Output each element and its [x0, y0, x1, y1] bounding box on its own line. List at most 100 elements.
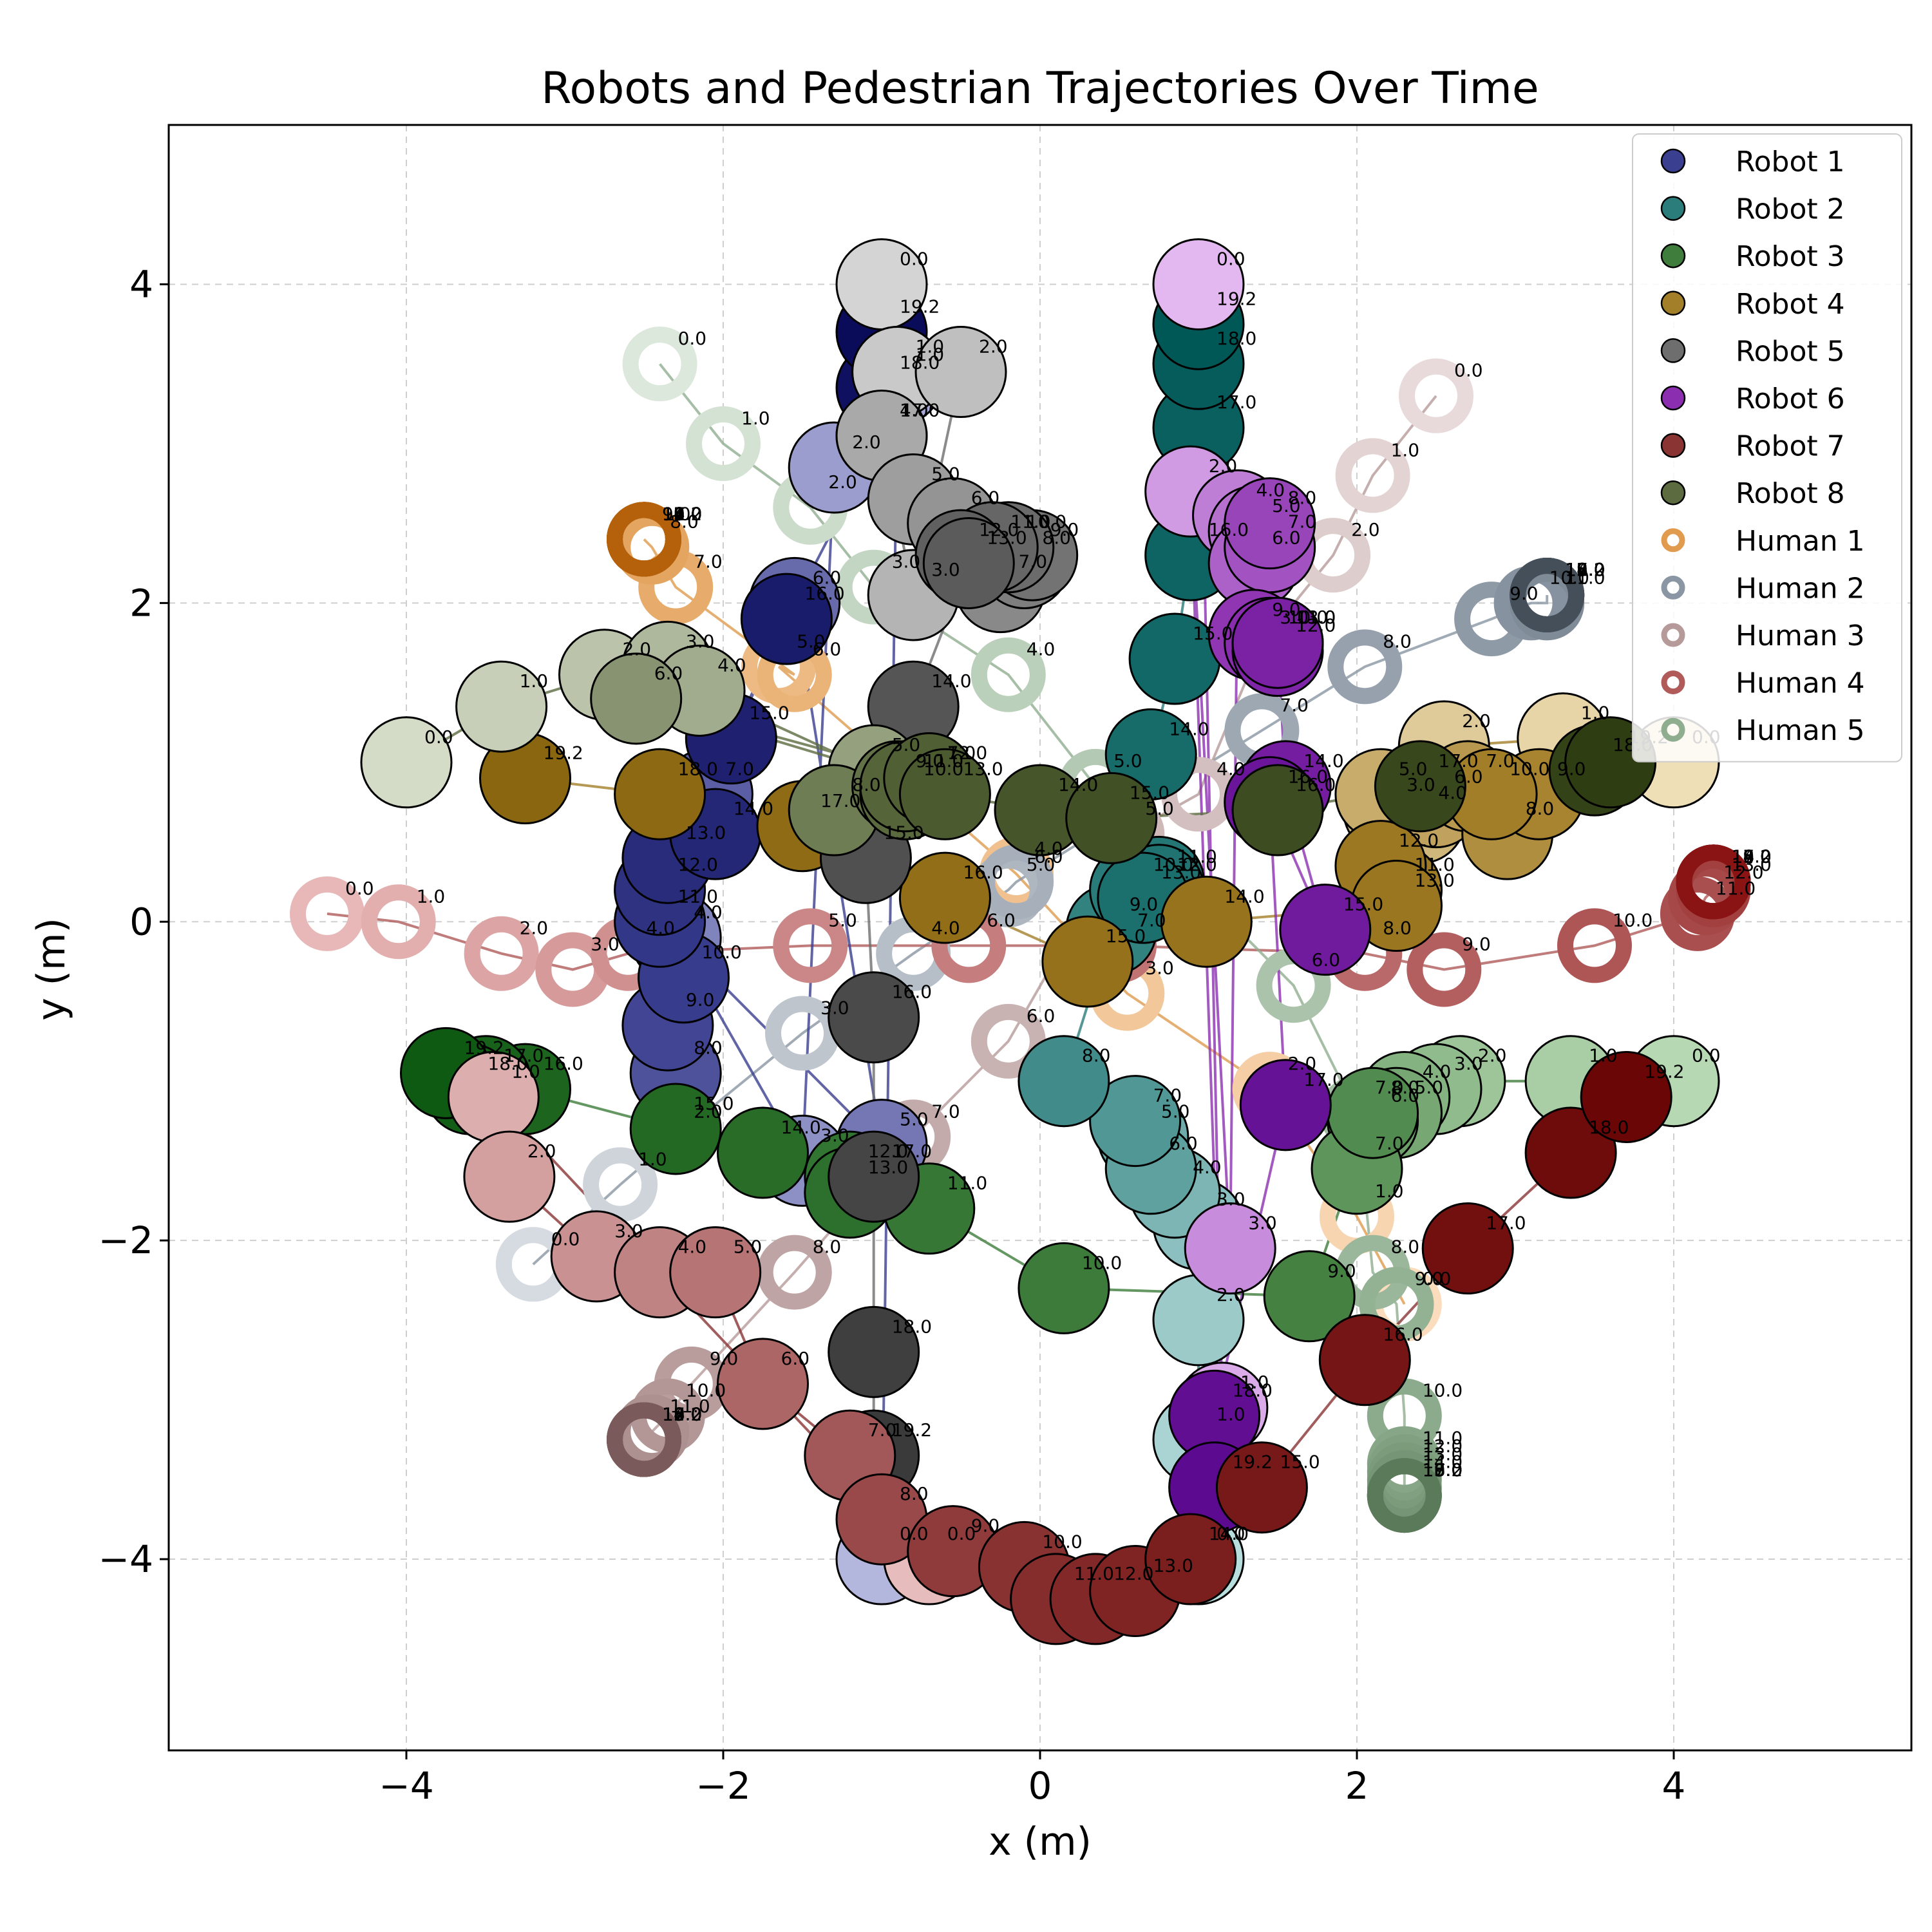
human-5-time-label: 1.0 — [741, 408, 770, 429]
y-tick-label: 4 — [129, 262, 153, 306]
human-3-marker — [1335, 438, 1410, 513]
robot-2-time-label: 18.0 — [1217, 328, 1256, 349]
human-2-time-label: 5.0 — [1027, 854, 1056, 875]
robot-6-time-label: 1.0 — [1240, 1372, 1269, 1393]
y-tick-label: −4 — [99, 1537, 154, 1581]
robot-5-time-label: 1.0 — [916, 336, 945, 357]
robot-8-time-label: 3.0 — [686, 630, 715, 652]
robot-8-time-label: 17.0 — [1438, 750, 1478, 772]
human-4-time-label: 10.0 — [1613, 909, 1653, 931]
human-2-marker — [1510, 557, 1585, 632]
robot-5-marker — [828, 1305, 920, 1398]
human-1-time-label: 4.0 — [1034, 838, 1063, 859]
human-3-time-label: 19.2 — [662, 1403, 702, 1425]
robot-1-legend-label: Robot 1 — [1736, 146, 1845, 178]
robot-7-marker — [1318, 1314, 1411, 1406]
robot-7-time-label: 14.0 — [1209, 1523, 1249, 1544]
robot-5-time-label: 4.0 — [900, 400, 929, 421]
robot-6-legend-swatch — [1660, 385, 1686, 411]
human-5-marker — [686, 406, 761, 481]
robot-3-time-label: 10.0 — [1082, 1252, 1122, 1273]
robot-2-time-label: 1.0 — [1217, 1403, 1245, 1425]
robot-3-time-label: 9.0 — [1327, 1260, 1356, 1282]
robot-2-time-label: 2.0 — [1217, 1284, 1245, 1305]
robot-5-legend-swatch — [1660, 338, 1686, 363]
human-1-time-label: 17.0 — [662, 503, 702, 524]
human-5-time-label: 16.0 — [1423, 1459, 1463, 1481]
human-2-time-label: 10.0 — [1549, 567, 1589, 588]
human-3-time-label: 9.0 — [710, 1348, 739, 1369]
human-4-marker — [1557, 908, 1632, 983]
robot-7-marker — [717, 1338, 809, 1430]
robot-2-time-label: 19.2 — [1217, 288, 1256, 309]
robot-6-time-label: 4.0 — [1256, 479, 1285, 500]
human-1-time-label: 19.2 — [662, 503, 702, 524]
robot-5-marker — [828, 1130, 920, 1223]
y-tick-label: 2 — [129, 581, 153, 625]
human-5-legend-swatch — [1661, 717, 1685, 742]
robot-1-time-label: 8.0 — [694, 1037, 723, 1058]
human-5-time-label: 5.0 — [1113, 750, 1142, 772]
human-2-time-label: 0.0 — [551, 1228, 580, 1249]
human-4-time-label: 0.0 — [345, 878, 374, 899]
human-4-time-label: 2.0 — [520, 918, 549, 939]
x-tick-label: 4 — [1662, 1764, 1686, 1808]
robot-8-time-label: 9.0 — [916, 750, 945, 772]
robot-8-time-label: 0.0 — [424, 726, 453, 748]
robot-4-marker — [898, 851, 991, 944]
human-3-time-label: 15.0 — [662, 1403, 702, 1425]
robot-2-marker — [1089, 1075, 1182, 1168]
human-4-time-label: 12.0 — [1723, 862, 1763, 883]
robot-5-time-label: 13.0 — [987, 527, 1027, 548]
robot-8-marker — [1374, 740, 1466, 833]
robot-7-time-label: 9.0 — [971, 1515, 1000, 1537]
human-3-legend-label: Human 3 — [1736, 620, 1865, 652]
human-5-time-label: 6.0 — [1312, 949, 1341, 971]
human-1-time-label: 7.0 — [694, 551, 723, 573]
human-5-time-label: 17.0 — [1423, 1459, 1463, 1481]
robot-1-time-label: 13.0 — [686, 822, 726, 843]
robot-7-time-label: 15.0 — [1280, 1452, 1320, 1473]
human-4-time-label: 6.0 — [987, 909, 1016, 931]
human-1-time-label: 15.0 — [662, 503, 702, 524]
trajectory-markers — [290, 238, 1751, 1645]
human-1-time-label: 18.0 — [662, 503, 702, 524]
human-4-time-label: 5.0 — [828, 909, 857, 931]
robot-8-time-label: 2.0 — [623, 639, 652, 660]
robot-7-time-label: 3.0 — [614, 1220, 643, 1242]
robot-6-time-label: 13.0 — [1296, 607, 1336, 628]
robot-6-time-label: 5.0 — [1272, 495, 1301, 516]
robot-2-time-label: 11.0 — [1177, 846, 1217, 867]
robot-8-time-label: 4.0 — [717, 654, 746, 676]
human-3-time-label: 16.0 — [662, 1403, 702, 1425]
human-4-marker — [773, 908, 848, 983]
robot-4-time-label: 16.0 — [963, 862, 1003, 883]
robot-8-time-label: 13.0 — [963, 758, 1003, 779]
human-3-time-label: 13.0 — [662, 1403, 702, 1425]
robot-5-time-label: 3.0 — [931, 559, 960, 580]
robot-4-time-label: 9.0 — [1557, 758, 1586, 779]
robot-8-marker — [1231, 764, 1324, 857]
human-3-time-label: 0.0 — [1454, 360, 1483, 381]
robot-3-marker — [629, 1083, 722, 1175]
robot-7-time-label: 18.0 — [1589, 1117, 1629, 1138]
human-3-time-label: 5.0 — [1145, 798, 1174, 819]
robot-3-time-label: 7.0 — [1375, 1133, 1404, 1154]
robot-7-time-label: 11.0 — [1074, 1563, 1114, 1584]
robot-7-legend-label: Robot 7 — [1736, 430, 1845, 463]
robot-1-time-label: 1.0 — [916, 344, 945, 365]
human-4-marker — [464, 916, 539, 991]
robot-2-time-label: 17.0 — [1217, 392, 1256, 413]
human-1-time-label: 11.0 — [662, 503, 702, 524]
human-3-time-label: 10.0 — [686, 1379, 726, 1401]
human-5-time-label: 2.0 — [828, 471, 857, 493]
robot-1-time-label: 19.2 — [900, 296, 940, 317]
human-4-time-label: 15.0 — [1732, 846, 1772, 867]
robot-6-time-label: 12.0 — [1296, 615, 1336, 636]
robot-8-time-label: 11.0 — [923, 750, 963, 772]
human-4-time-label: 8.0 — [1383, 918, 1412, 939]
robot-3-legend-label: Robot 3 — [1736, 240, 1845, 273]
robot-6-marker — [1184, 1202, 1276, 1295]
robot-1-time-label: 18.0 — [900, 352, 940, 373]
robot-6-time-label: 3.0 — [1248, 1213, 1277, 1234]
